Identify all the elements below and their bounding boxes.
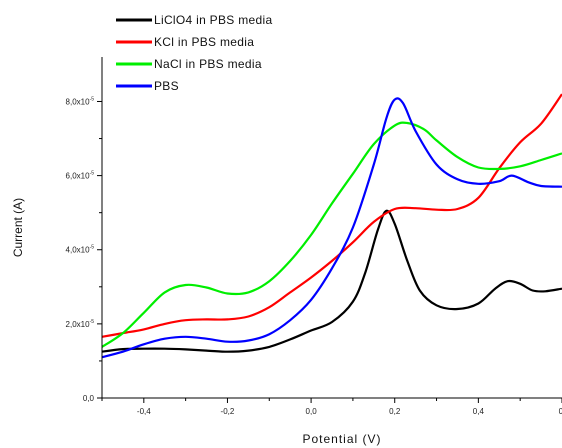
series-line-pbs xyxy=(101,97,562,359)
x-axis-title: Potential (V) xyxy=(302,432,381,446)
series-line-kcl-in-pbs-media xyxy=(101,93,562,338)
y-axis-title: Current (A) xyxy=(11,198,25,257)
series-layer xyxy=(101,93,562,359)
legend-label: KCl in PBS media xyxy=(154,35,254,49)
x-ticks: -0,4 -0,2 0,0 0,2 0,4 0, xyxy=(101,398,562,416)
y-tick-label: 6,0x10-5 xyxy=(66,171,95,181)
y-tick-label: 4,0x10-5 xyxy=(66,245,95,255)
x-tick-label: 0, xyxy=(559,407,562,416)
axes-layer xyxy=(101,57,562,399)
legend: LiClO4 in PBS media KCl in PBS media NaCl … xyxy=(116,13,272,93)
legend-label: PBS xyxy=(154,79,179,93)
x-tick-label: 0,0 xyxy=(306,407,318,416)
y-tick-label: 8,0x10-5 xyxy=(66,96,95,106)
y-tick-label: 0,0 xyxy=(83,394,95,403)
y-tick-label: 2,0x10-5 xyxy=(66,319,95,329)
series-line-nacl-in-pbs-media xyxy=(101,121,562,348)
x-tick-label: -0,4 xyxy=(137,407,151,416)
legend-label: NaCl in PBS media xyxy=(154,57,262,71)
x-tick-label: -0,2 xyxy=(221,407,235,416)
x-tick-label: 0,4 xyxy=(473,407,485,416)
series-line-liclo4-in-pbs-media xyxy=(101,209,562,353)
legend-label: LiClO4 in PBS media xyxy=(154,13,272,27)
y-ticks: 0,0 2,0x10-5 4,0x10-5 6,0x10-5 8,0x10-5 xyxy=(66,96,102,403)
x-tick-label: 0,2 xyxy=(389,407,401,416)
